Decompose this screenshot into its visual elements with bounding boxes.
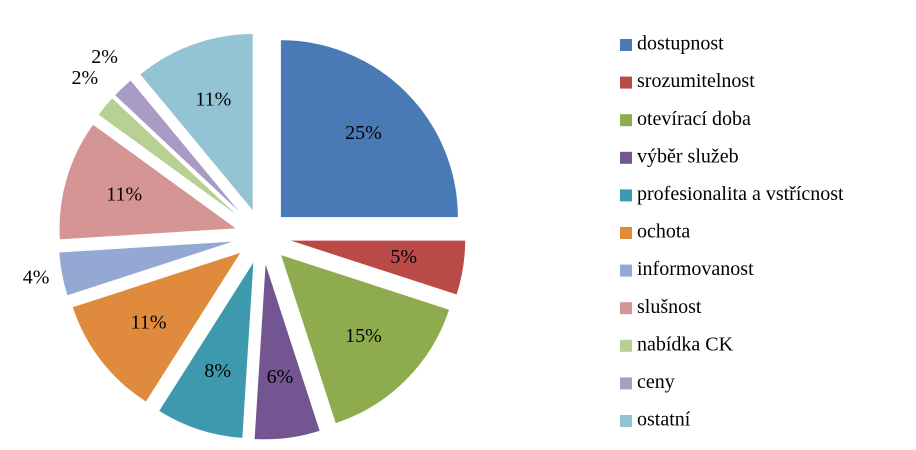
- legend-swatch: [620, 189, 632, 202]
- data-label: 2%: [91, 46, 118, 68]
- legend-label: výběr služeb: [637, 145, 739, 167]
- legend-swatch: [620, 415, 632, 427]
- data-label: 4%: [23, 267, 50, 289]
- legend-label: informovanost: [637, 258, 754, 280]
- legend-swatch: [620, 39, 632, 51]
- pie-slice: [253, 261, 321, 441]
- legend-label: otevírací doba: [637, 108, 751, 130]
- data-label: 25%: [345, 122, 382, 144]
- pie-slice: [113, 79, 245, 218]
- data-label: 5%: [390, 246, 417, 268]
- legend-swatch: [620, 76, 632, 89]
- legend-label: dostupnost: [637, 33, 724, 55]
- data-label: 8%: [204, 360, 231, 382]
- pie-slice: [58, 240, 237, 297]
- data-label: 2%: [71, 67, 98, 89]
- legend-swatch: [620, 114, 632, 127]
- pie-slice: [71, 251, 243, 403]
- legend-swatch: [620, 377, 632, 390]
- pie-slice: [279, 253, 451, 425]
- legend-label: profesionalita a vstřícnost: [637, 183, 844, 205]
- data-label: 11%: [106, 184, 142, 206]
- legend-label: ceny: [637, 371, 675, 393]
- legend-swatch: [620, 151, 632, 164]
- legend-label: ochota: [637, 221, 690, 243]
- pie-slice: [97, 96, 243, 220]
- legend-label: nabídka CK: [637, 333, 734, 355]
- legend-label: slušnost: [637, 296, 702, 318]
- legend-swatch: [620, 339, 632, 352]
- pie-slice: [279, 39, 459, 219]
- legend-swatch: [620, 264, 632, 277]
- legend-label: srozumitelnost: [637, 70, 755, 92]
- data-label: 15%: [345, 325, 382, 347]
- pie-slice: [58, 123, 239, 241]
- legend-swatch: [620, 302, 632, 315]
- pie-slice: [139, 33, 254, 213]
- legend-label: ostatní: [637, 409, 691, 431]
- data-label: 11%: [195, 89, 231, 111]
- pie-slice: [287, 239, 467, 296]
- data-label: 6%: [267, 366, 294, 388]
- pie-slice: [157, 260, 255, 439]
- legend-swatch: [620, 227, 632, 239]
- data-label: 11%: [131, 312, 167, 334]
